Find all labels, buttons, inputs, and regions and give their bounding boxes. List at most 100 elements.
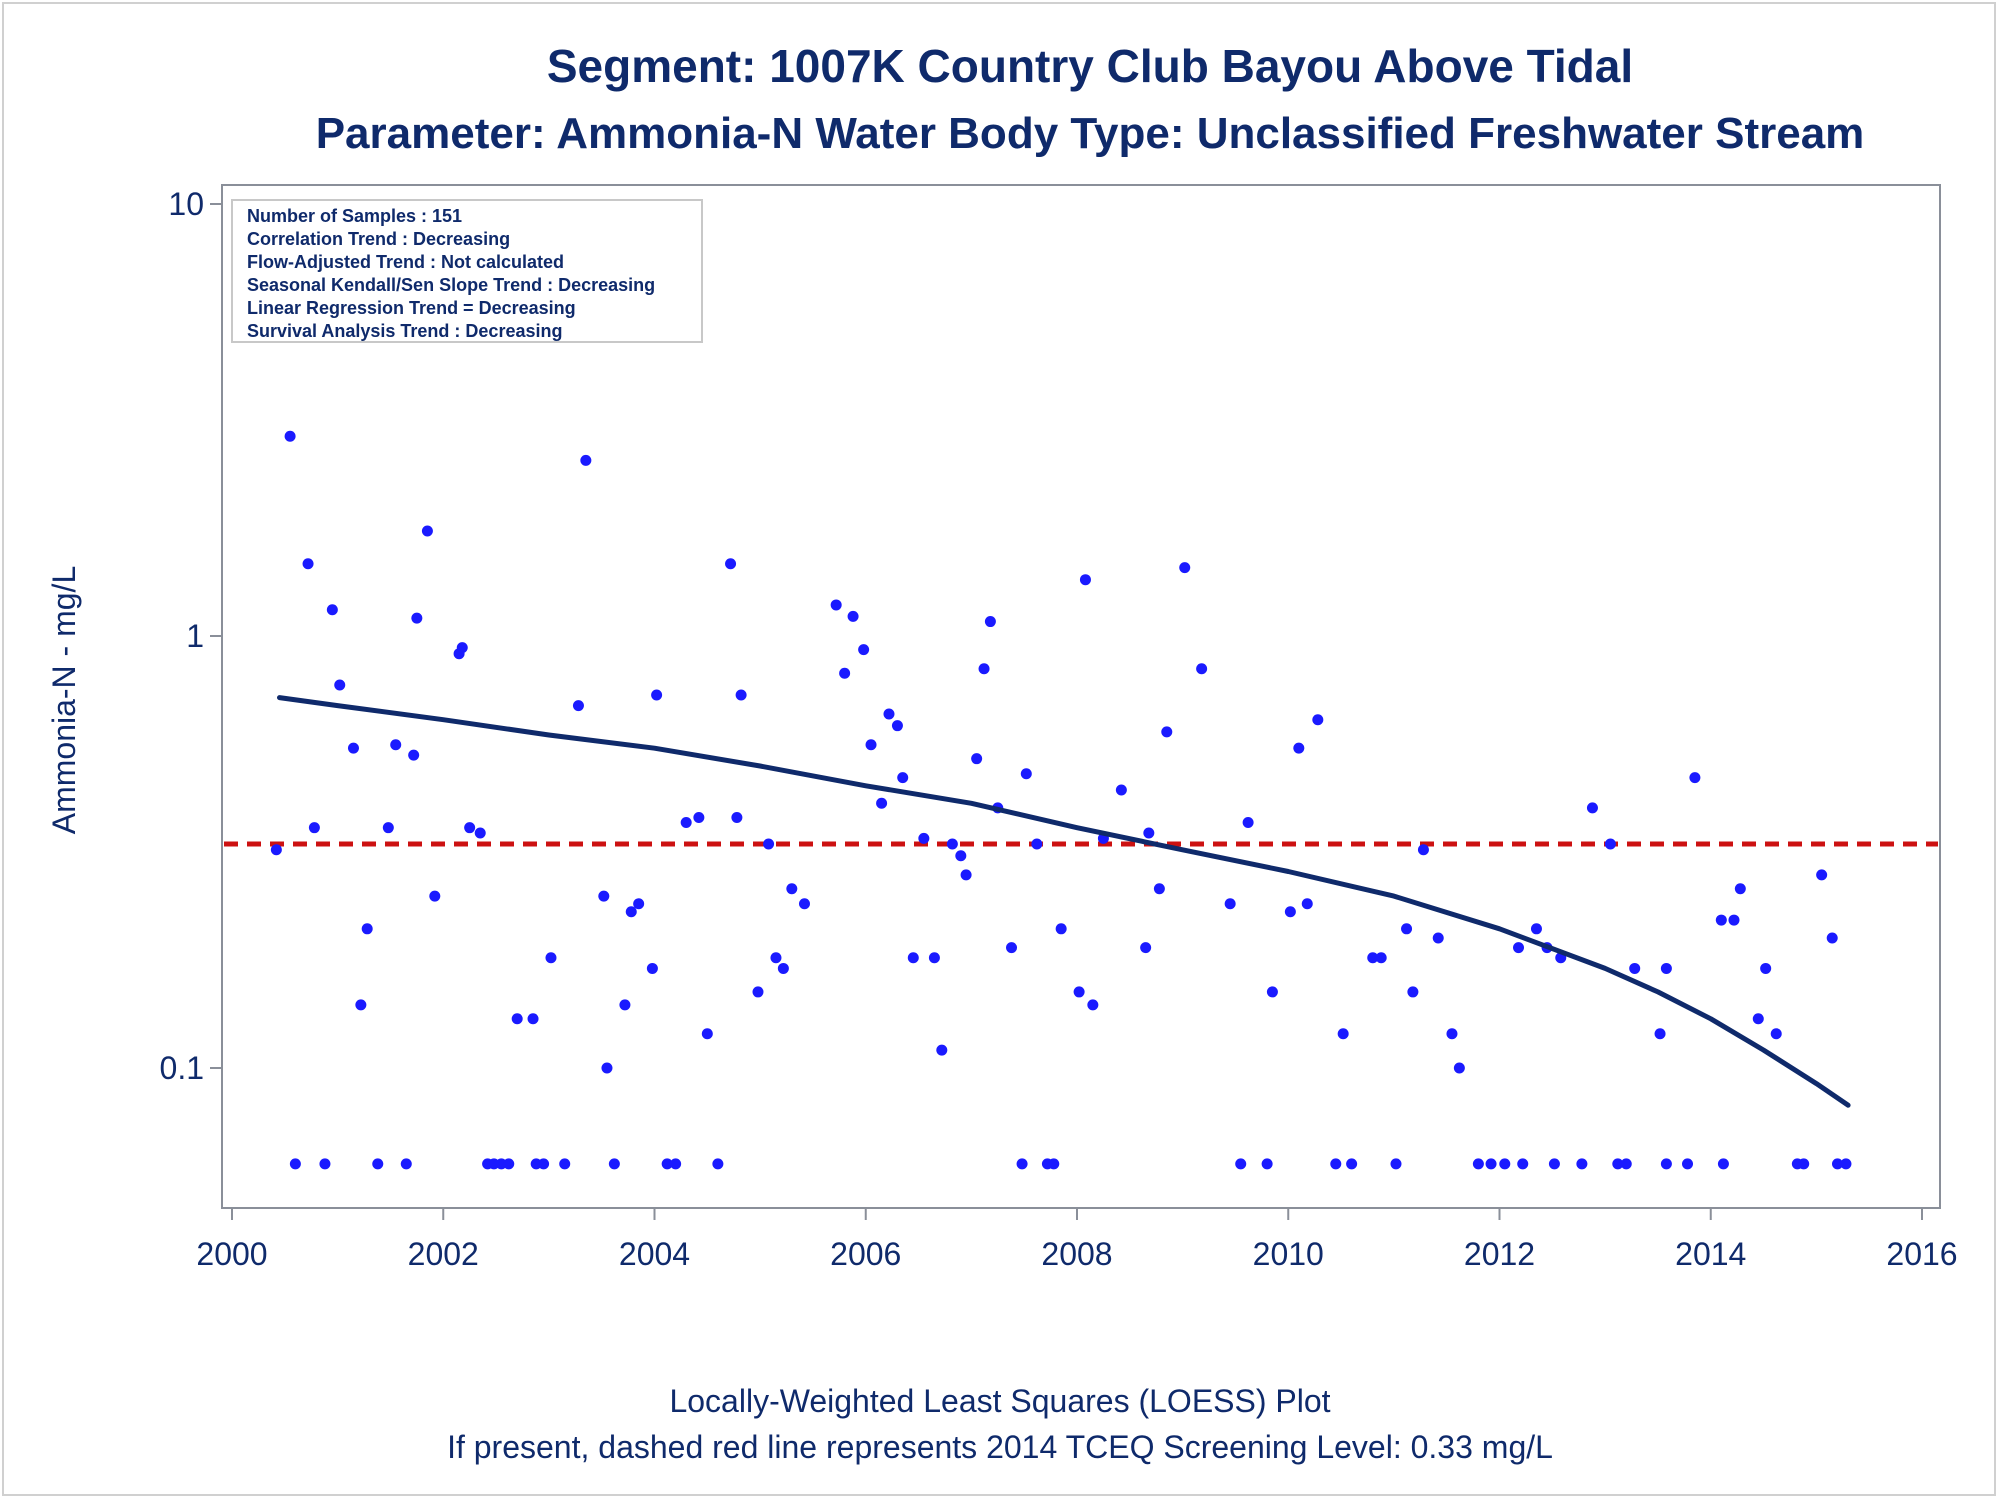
y-tick-label: 0.1 xyxy=(160,1050,204,1086)
data-point xyxy=(1048,1158,1060,1170)
data-point xyxy=(1143,827,1155,839)
data-point xyxy=(1548,1158,1560,1170)
data-point xyxy=(693,812,705,824)
data-point xyxy=(572,700,584,712)
data-point xyxy=(847,610,859,622)
x-tick-label: 2004 xyxy=(619,1236,690,1272)
x-tick-label: 2016 xyxy=(1886,1236,1957,1272)
data-point xyxy=(1816,869,1828,881)
stats-line: Flow-Adjusted Trend : Not calculated xyxy=(247,252,564,272)
data-point xyxy=(763,838,775,850)
data-point xyxy=(527,1013,539,1025)
data-point xyxy=(1153,883,1165,895)
y-axis: 0.1 1 10 xyxy=(160,186,222,1086)
data-point xyxy=(1770,1028,1782,1040)
data-point xyxy=(1079,574,1091,586)
stats-box: Number of Samples : 151 Correlation Tren… xyxy=(231,199,703,343)
data-point xyxy=(1499,1158,1511,1170)
data-point xyxy=(355,999,367,1011)
data-point xyxy=(421,525,433,537)
data-point xyxy=(1472,1158,1484,1170)
data-point xyxy=(1284,906,1296,918)
data-point xyxy=(770,952,782,964)
footnote-loess: Locally-Weighted Least Squares (LOESS) P… xyxy=(669,1383,1330,1419)
data-point xyxy=(1586,802,1598,814)
data-point xyxy=(302,558,314,570)
data-point xyxy=(876,797,888,809)
stats-line: Survival Analysis Trend : Decreasing xyxy=(247,321,562,341)
data-point xyxy=(661,1158,673,1170)
data-point xyxy=(1760,962,1772,974)
stats-box-border xyxy=(231,199,703,343)
data-point xyxy=(1715,914,1727,926)
data-point xyxy=(474,827,486,839)
data-point xyxy=(601,1062,613,1074)
data-point xyxy=(1530,923,1542,935)
data-point xyxy=(625,906,637,918)
data-point xyxy=(1717,1158,1729,1170)
data-point xyxy=(559,1158,571,1170)
data-point xyxy=(1242,817,1254,829)
x-tick-label: 2002 xyxy=(408,1236,479,1272)
data-point xyxy=(1728,914,1740,926)
data-point xyxy=(907,952,919,964)
data-point xyxy=(1312,714,1324,726)
data-point xyxy=(598,890,610,902)
chart-title: Segment: 1007K Country Club Bayou Above … xyxy=(547,40,1633,92)
data-point xyxy=(347,742,359,754)
data-point xyxy=(308,822,320,834)
data-point xyxy=(1390,1158,1402,1170)
data-point xyxy=(319,1158,331,1170)
data-point xyxy=(897,772,909,784)
data-point xyxy=(1432,932,1444,944)
data-point xyxy=(1235,1158,1247,1170)
data-point xyxy=(752,986,764,998)
data-point xyxy=(1620,1158,1632,1170)
data-point xyxy=(777,962,789,974)
data-point xyxy=(1417,844,1429,856)
data-point xyxy=(725,558,737,570)
data-point xyxy=(1055,923,1067,935)
data-point xyxy=(580,454,592,466)
data-point xyxy=(1612,1158,1624,1170)
data-point xyxy=(1293,742,1305,754)
data-point xyxy=(1446,1028,1458,1040)
data-point xyxy=(270,844,282,856)
data-point xyxy=(735,689,747,701)
data-point xyxy=(511,1013,523,1025)
x-tick-label: 2012 xyxy=(1464,1236,1535,1272)
x-tick-label: 2008 xyxy=(1041,1236,1112,1272)
data-point xyxy=(891,720,903,732)
data-point xyxy=(1301,898,1313,910)
data-point xyxy=(326,604,338,616)
data-point xyxy=(1485,1158,1497,1170)
data-point xyxy=(680,817,692,829)
data-point xyxy=(1266,986,1278,998)
stats-line: Correlation Trend : Decreasing xyxy=(247,229,510,249)
data-point xyxy=(1401,923,1413,935)
data-point xyxy=(1337,1028,1349,1040)
data-point xyxy=(701,1028,713,1040)
data-point xyxy=(1660,962,1672,974)
data-point xyxy=(361,923,373,935)
data-point xyxy=(1224,898,1236,910)
data-point xyxy=(1734,883,1746,895)
data-point xyxy=(786,883,798,895)
data-point xyxy=(1367,952,1379,964)
data-point xyxy=(1752,1013,1764,1025)
data-point xyxy=(1161,726,1173,738)
data-point xyxy=(960,869,972,881)
data-point xyxy=(955,850,967,862)
stats-line: Linear Regression Trend = Decreasing xyxy=(247,298,576,318)
x-tick-label: 2000 xyxy=(196,1236,267,1272)
loess-line xyxy=(277,695,1851,1108)
x-tick-label: 2010 xyxy=(1253,1236,1324,1272)
data-point xyxy=(408,749,420,761)
data-point xyxy=(1517,1158,1529,1170)
data-point xyxy=(1346,1158,1358,1170)
data-point xyxy=(1798,1158,1810,1170)
data-point xyxy=(503,1158,515,1170)
data-point xyxy=(608,1158,620,1170)
chart-subtitle: Parameter: Ammonia-N Water Body Type: Un… xyxy=(316,109,1865,158)
